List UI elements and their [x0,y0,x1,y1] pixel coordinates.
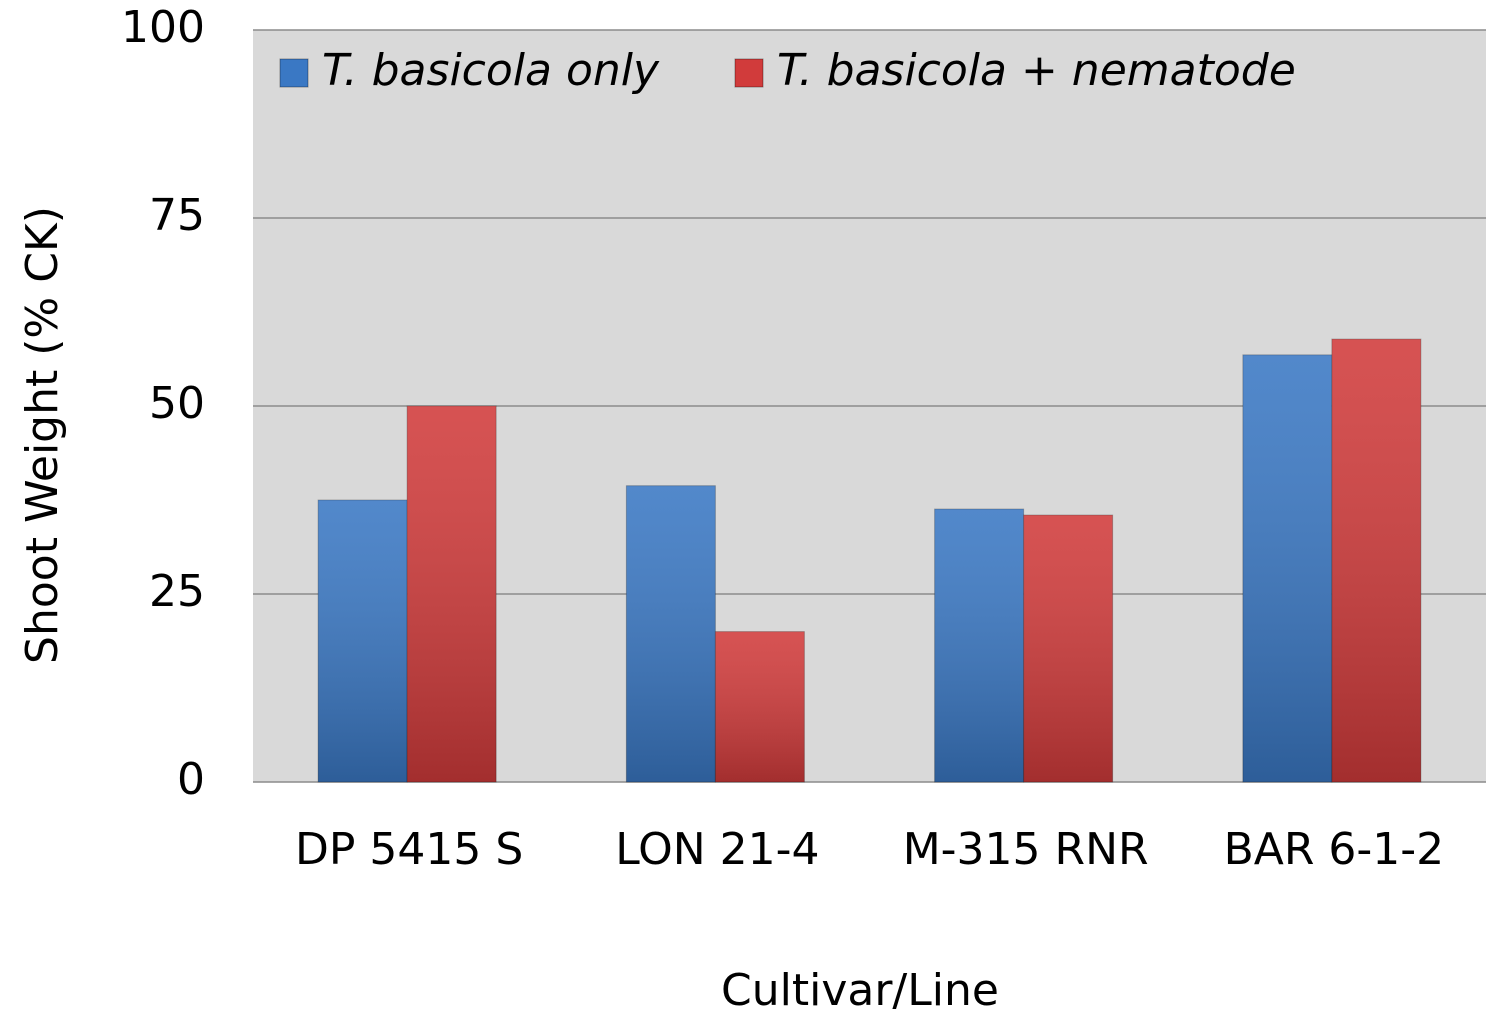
y-tick-label: 75 [149,190,205,241]
y-tick-label: 0 [177,754,205,805]
y-tick-label: 50 [149,378,205,429]
bar [317,499,408,783]
x-tick-label: BAR 6-1-2 [1224,824,1445,875]
bar [934,508,1025,783]
bar [406,405,497,783]
bar [625,485,716,783]
y-axis-title: Shoot Weight (% CK) [17,206,68,664]
bar [1331,338,1422,783]
x-axis-title: Cultivar/Line [721,965,999,1016]
bar [1023,514,1114,783]
legend-swatch [279,58,309,88]
x-tick-label: DP 5415 S [295,824,523,875]
x-tick-label: LON 21-4 [615,824,819,875]
x-tick-label: M-315 RNR [903,824,1149,875]
legend-swatch [734,58,764,88]
bar [1242,354,1333,783]
bar [714,631,805,783]
y-tick-label: 25 [149,566,205,617]
legend-label: T. basicola only [322,45,660,96]
y-tick-label: 100 [121,2,205,53]
legend-label: T. basicola + nematode [777,45,1296,96]
